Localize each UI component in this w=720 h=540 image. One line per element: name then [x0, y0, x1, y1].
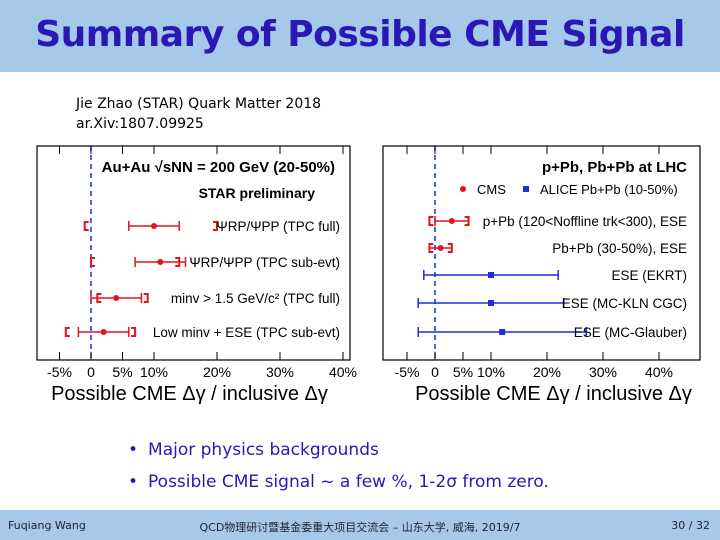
- row-label: ESE (MC-KLN CGC): [562, 296, 687, 311]
- x-axis-label: Possible CME Δγ / inclusive Δγ: [51, 383, 328, 405]
- syst-bracket: [447, 243, 453, 253]
- x-tick-label: 40%: [645, 364, 673, 380]
- chart-subheader: STAR preliminary: [199, 185, 316, 201]
- chart-header: p+Pb, Pb+Pb at LHC: [542, 159, 687, 176]
- x-tick-label: 20%: [203, 364, 231, 380]
- page-number: 30 / 32: [671, 519, 710, 532]
- syst-bracket: [175, 257, 181, 267]
- row-label: ESE (EKRT): [611, 268, 687, 283]
- bullet-item: • Major physics backgrounds: [128, 436, 549, 468]
- citation-arxiv: ar.Xiv:1807.09925: [76, 116, 204, 132]
- row-label: ESE (MC-Glauber): [574, 325, 687, 340]
- footer-event: QCD物理研讨暨基金委重大项目交流会 – 山东大学, 威海, 2019/7: [199, 521, 521, 534]
- x-tick-label: -5%: [395, 364, 420, 380]
- bullet-text: Major physics backgrounds: [148, 440, 379, 460]
- data-point: [151, 223, 157, 229]
- data-point: [437, 245, 444, 251]
- x-tick-label: 20%: [533, 364, 561, 380]
- legend-marker: [460, 186, 466, 192]
- row-label: p+Pb (120<Noffline trk<300), ESE: [483, 214, 687, 229]
- x-tick-label: 30%: [589, 364, 617, 380]
- syst-bracket: [90, 257, 95, 267]
- bullet-item: • Possible CME signal ~ a few %, 1-2σ fro…: [128, 468, 549, 500]
- plot-frame: [36, 145, 351, 361]
- x-tick-label: 0: [431, 364, 439, 380]
- citation-author: Jie Zhao (STAR) Quark Matter 2018: [76, 96, 322, 112]
- x-tick-label: 40%: [329, 364, 357, 380]
- data-point: [100, 329, 107, 335]
- syst-bracket: [64, 327, 70, 337]
- x-tick-label: 5%: [112, 364, 132, 380]
- chart-header: Au+Au √sNN = 200 GeV (20-50%): [102, 159, 335, 176]
- row-label: minv > 1.5 GeV/c² (TPC full): [171, 291, 340, 306]
- data-point: [113, 295, 120, 301]
- syst-bracket: [428, 243, 434, 253]
- x-tick-label: 10%: [477, 364, 505, 380]
- row-label: Low minv + ESE (TPC sub-evt): [153, 325, 340, 340]
- syst-bracket: [143, 293, 149, 303]
- data-point: [488, 272, 494, 278]
- legend-label: ALICE Pb+Pb (10-50%): [540, 182, 678, 197]
- x-tick-label: 30%: [266, 364, 294, 380]
- syst-bracket: [83, 221, 89, 231]
- bullet-text: Possible CME signal ~ a few %, 1-2σ from…: [148, 472, 549, 492]
- syst-bracket: [428, 216, 434, 226]
- row-label: Pb+Pb (30-50%), ESE: [552, 241, 687, 256]
- plot-frame: [382, 145, 701, 361]
- x-tick-label: 5%: [453, 364, 473, 380]
- data-point: [488, 300, 494, 306]
- x-tick-label: 10%: [140, 364, 168, 380]
- footer-author: Fuqiang Wang: [8, 519, 86, 532]
- syst-bracket: [464, 216, 470, 226]
- syst-bracket: [131, 327, 137, 337]
- data-point: [499, 329, 506, 335]
- bullet-list: • Major physics backgrounds • Possible CME…: [128, 436, 549, 500]
- legend-marker: [523, 186, 529, 192]
- data-point: [157, 259, 164, 265]
- footer: Fuqiang Wang QCD物理研讨暨基金委重大项目交流会 – 山东大学, …: [0, 510, 720, 540]
- legend-label: CMS: [477, 182, 506, 197]
- data-point: [448, 218, 455, 224]
- syst-bracket: [96, 293, 102, 303]
- x-tick-label: 0: [87, 364, 95, 380]
- row-label: ΨRP/ΨPP (TPC full): [216, 219, 340, 234]
- slide-title: Summary of Possible CME Signal: [35, 14, 685, 55]
- citation: Jie Zhao (STAR) Quark Matter 2018 ar.Xiv…: [76, 94, 321, 134]
- x-tick-label: -5%: [47, 364, 72, 380]
- syst-bracket: [213, 221, 218, 231]
- x-axis-label: Possible CME Δγ / inclusive Δγ: [415, 383, 692, 405]
- bullet-dot-icon: •: [128, 472, 139, 492]
- title-bar: [0, 0, 720, 72]
- row-label: ΨRP/ΨPP (TPC sub-evt): [189, 255, 340, 270]
- bullet-dot-icon: •: [128, 440, 139, 460]
